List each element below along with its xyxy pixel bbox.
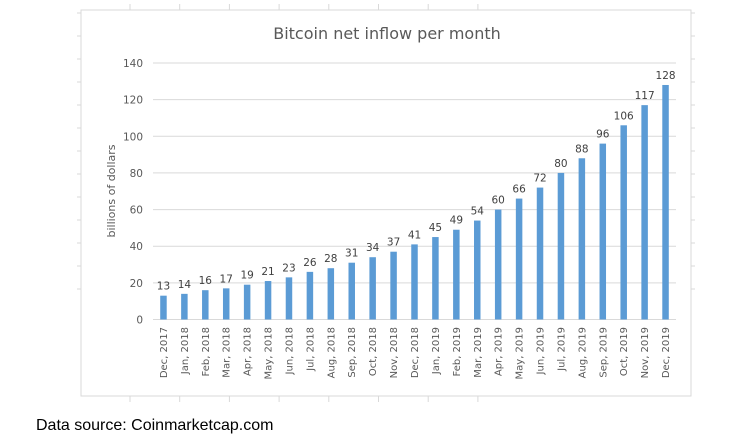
data-label: 26 — [303, 257, 317, 269]
y-tick-label: 40 — [130, 241, 143, 253]
bar — [181, 293, 188, 320]
data-label: 49 — [450, 215, 463, 227]
bar — [160, 295, 167, 320]
data-label: 21 — [261, 266, 274, 278]
bar — [578, 158, 586, 320]
bar — [494, 209, 502, 320]
bar — [432, 237, 439, 320]
x-tick-label: Aug, 2018 — [326, 327, 337, 378]
bar — [306, 271, 314, 320]
data-label: 23 — [282, 262, 295, 274]
data-label: 88 — [575, 143, 588, 155]
bar — [285, 277, 293, 320]
data-labels: 13 14 16 17 19 21 23 26 28 31 34 37 41 45 49 54 60 66 72 80… — [157, 70, 676, 293]
x-tick-label: Feb, 2019 — [452, 327, 463, 377]
bar — [348, 262, 355, 320]
x-tick-label: Feb, 2018 — [201, 327, 212, 377]
data-label: 34 — [366, 242, 380, 254]
bar — [641, 105, 648, 320]
bar — [453, 229, 460, 320]
data-label: 96 — [596, 129, 610, 141]
bar — [620, 125, 627, 320]
data-label: 80 — [554, 158, 567, 170]
bar — [327, 268, 335, 320]
data-label: 45 — [429, 222, 442, 234]
data-label: 106 — [614, 110, 634, 122]
bar — [557, 172, 565, 320]
x-tick-label: Sep, 2019 — [598, 327, 609, 378]
y-tick-label: 60 — [130, 205, 143, 217]
y-tick-label: 80 — [130, 168, 143, 180]
data-label: 66 — [512, 184, 526, 196]
data-source-note: Data source: Coinmarketcap.com — [36, 417, 274, 434]
x-tick-label: Apr, 2019 — [494, 327, 505, 376]
x-tick-label: Dec, 2018 — [410, 327, 421, 378]
data-label: 72 — [533, 173, 546, 185]
y-tick-label: 100 — [123, 131, 143, 143]
data-label: 60 — [491, 195, 504, 207]
chart-frame — [77, 4, 695, 402]
bar — [369, 257, 376, 320]
x-tick-label: Aug, 2019 — [577, 327, 588, 378]
data-label: 128 — [656, 70, 676, 82]
x-tick-label: Apr, 2018 — [243, 327, 254, 376]
data-label: 37 — [387, 237, 400, 249]
y-tick-label: 140 — [123, 58, 143, 70]
x-axis-ticks: Dec, 2017 Jan, 2018 Feb, 2018 Mar, 2018 Apr,… — [159, 327, 672, 379]
data-label: 14 — [178, 279, 192, 291]
data-label: 16 — [199, 275, 213, 287]
bar — [202, 290, 209, 320]
x-tick-label: Jun, 2019 — [536, 327, 547, 375]
x-tick-label: Nov, 2019 — [640, 327, 651, 378]
x-tick-label: Oct, 2019 — [619, 327, 630, 376]
x-tick-label: Jan, 2019 — [431, 327, 442, 375]
chart-border — [80, 9, 692, 397]
data-label: 19 — [240, 270, 253, 282]
data-label: 17 — [220, 273, 233, 285]
bar — [222, 288, 230, 320]
bar — [264, 281, 272, 320]
bar — [662, 84, 669, 320]
y-tick-label: 0 — [136, 315, 143, 327]
data-label: 31 — [345, 248, 358, 260]
x-tick-label: Dec, 2017 — [159, 327, 170, 378]
y-axis-label: billions of dollars — [105, 144, 118, 237]
data-label: 41 — [408, 229, 421, 241]
data-label: 54 — [471, 206, 485, 218]
data-label: 117 — [635, 90, 655, 102]
bar — [515, 198, 523, 320]
x-tick-label: Jan, 2018 — [180, 327, 191, 375]
x-tick-label: Mar, 2019 — [473, 327, 484, 378]
data-label: 28 — [324, 253, 337, 265]
chart-title: Bitcoin net inflow per month — [273, 24, 501, 43]
x-tick-label: Mar, 2018 — [222, 327, 233, 378]
x-tick-label: Jul, 2018 — [305, 327, 316, 372]
x-tick-label: Dec, 2019 — [661, 327, 672, 378]
x-tick-label: Nov, 2018 — [389, 327, 400, 378]
x-tick-label: Sep, 2018 — [347, 327, 358, 378]
bar — [474, 220, 481, 320]
x-tick-label: Jun, 2018 — [284, 327, 295, 375]
bar — [536, 187, 544, 320]
x-tick-label: May, 2018 — [264, 327, 275, 379]
y-tick-label: 120 — [123, 95, 143, 107]
y-tick-label: 20 — [130, 278, 143, 290]
bar — [599, 143, 607, 320]
bars — [160, 84, 669, 320]
data-label: 13 — [157, 281, 170, 293]
bar — [243, 284, 251, 320]
bar — [390, 251, 397, 320]
bar — [411, 244, 418, 320]
y-axis-ticks: 0 20 40 60 80 100 120 140 — [123, 58, 143, 327]
x-tick-label: May, 2019 — [515, 327, 526, 379]
x-tick-label: Jul, 2019 — [556, 327, 567, 372]
x-tick-label: Oct, 2018 — [368, 327, 379, 376]
